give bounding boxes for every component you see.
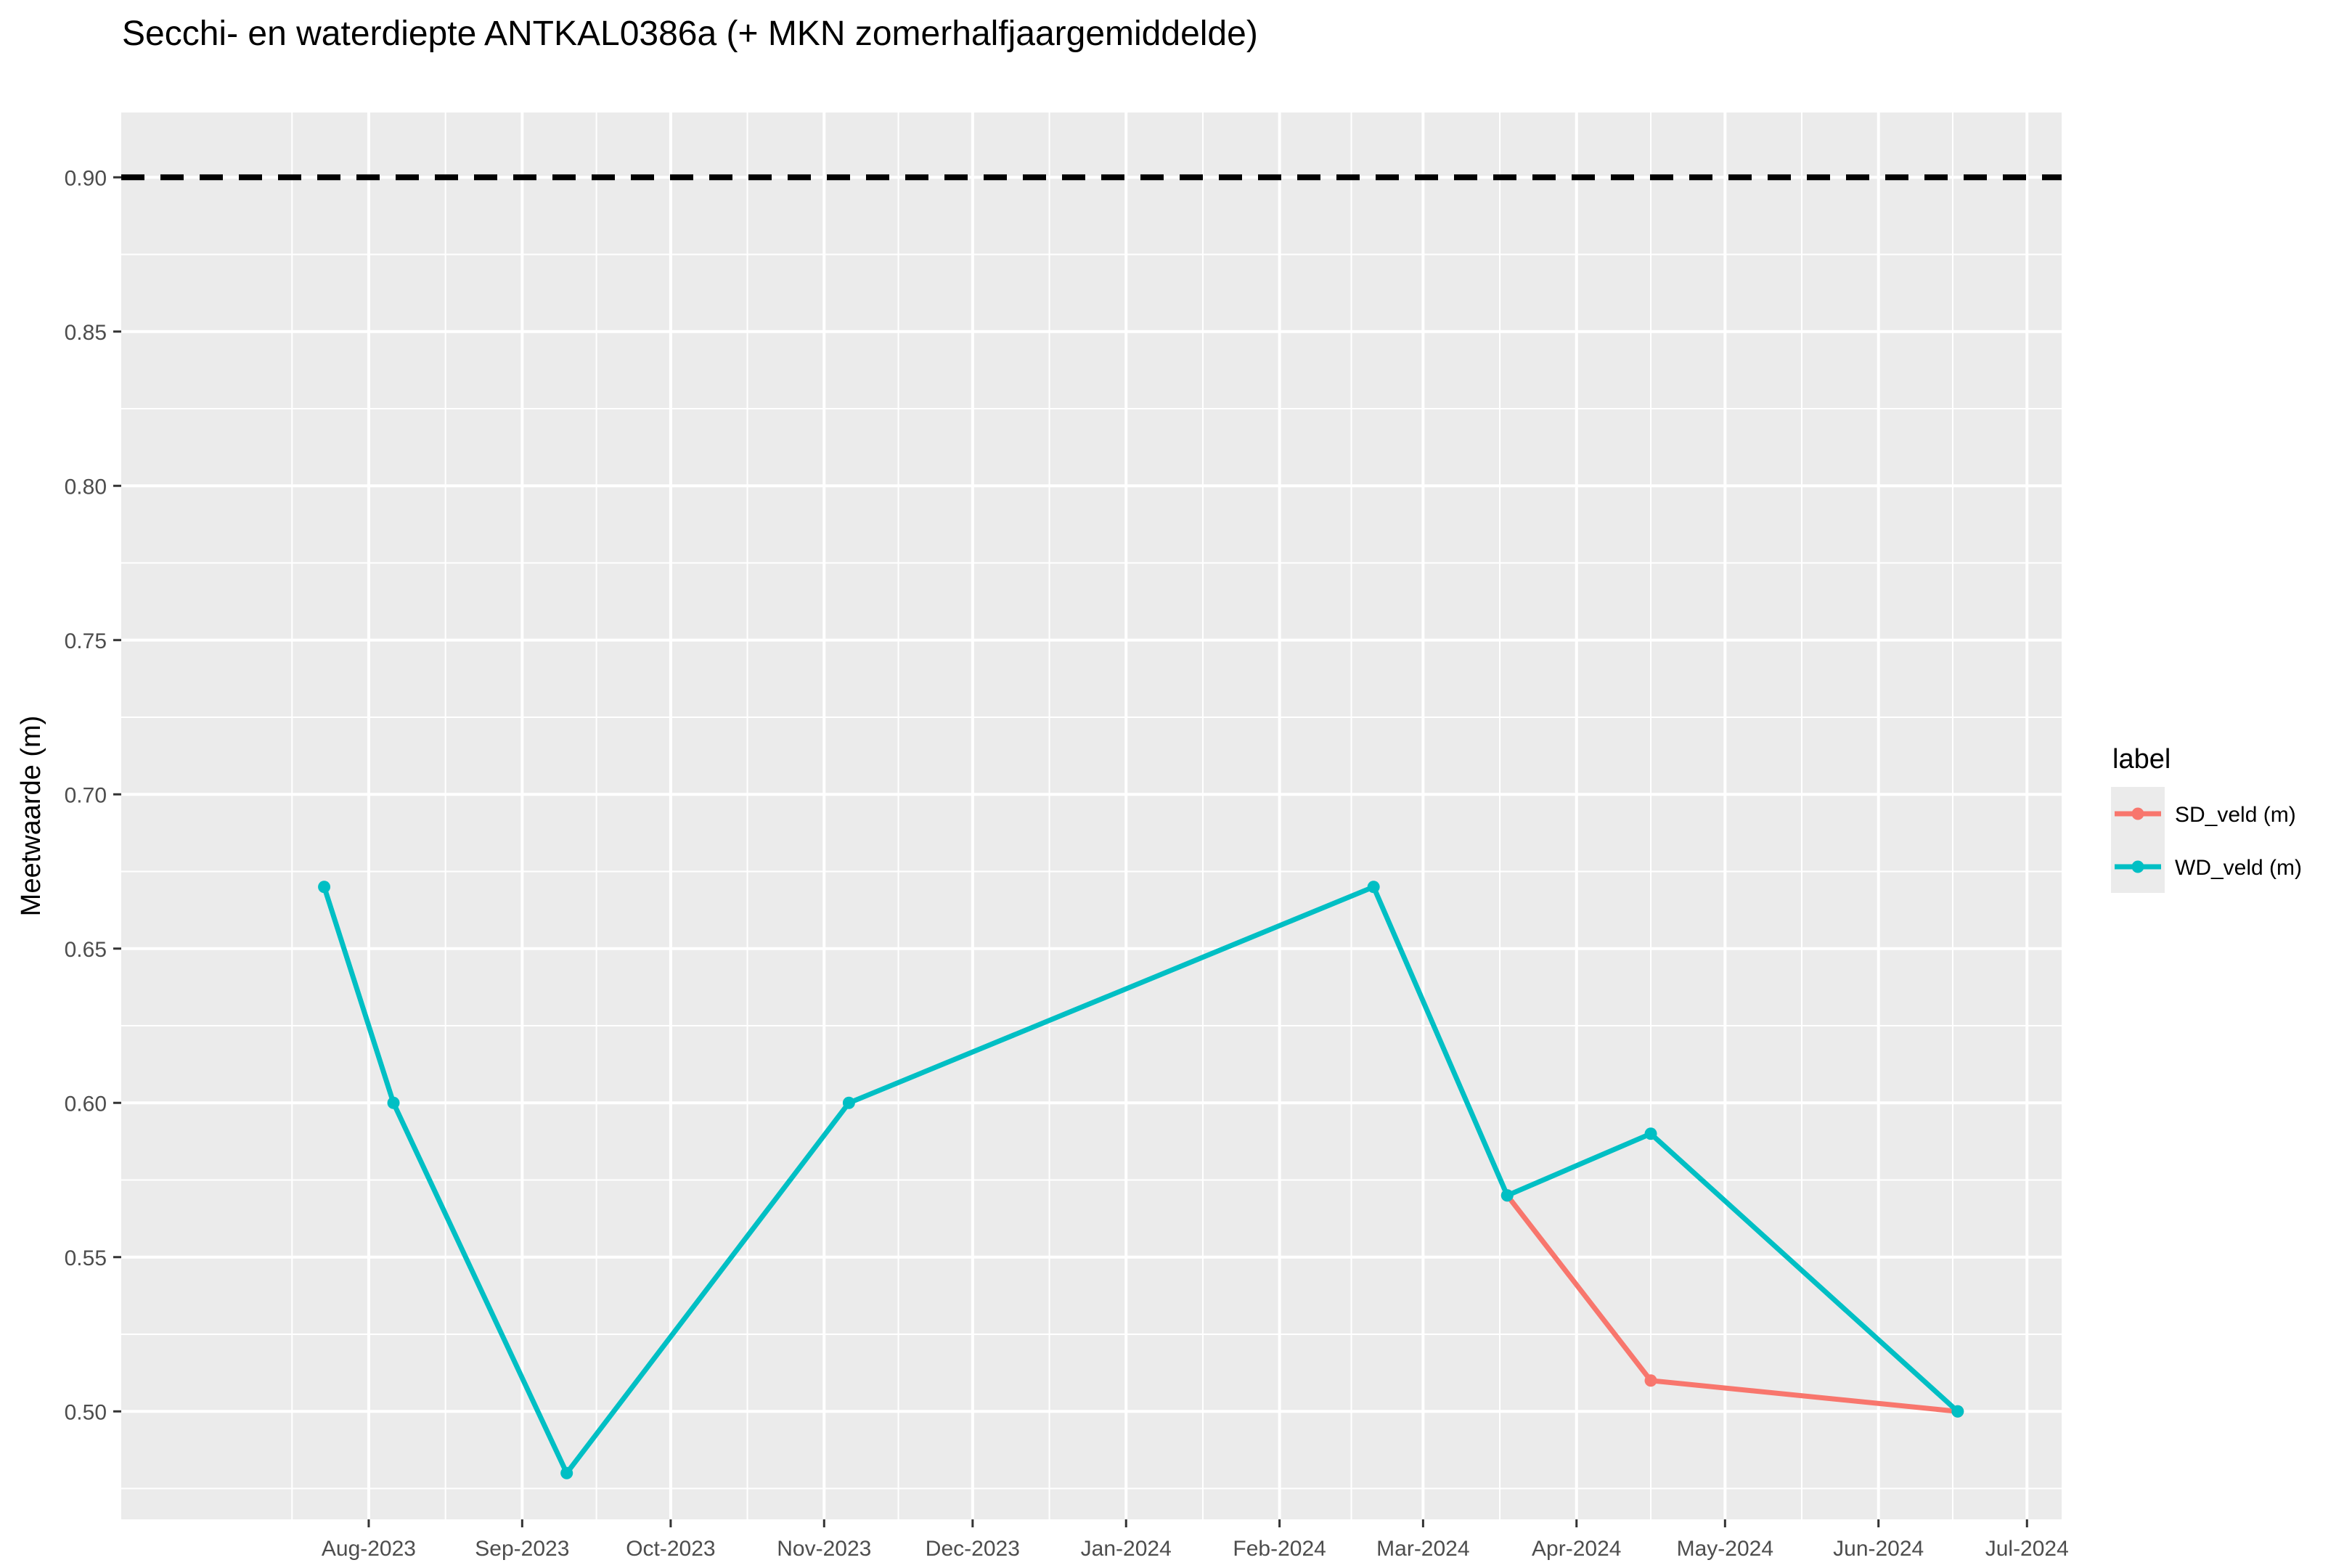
data-point [318, 881, 331, 894]
y-tick-label: 0.55 [65, 1246, 107, 1270]
data-point [1644, 1127, 1657, 1140]
data-point [842, 1096, 855, 1109]
x-tick-label: Jan-2024 [1081, 1537, 1172, 1561]
legend: label SD_veld (m) WD_veld (m) [2111, 744, 2302, 893]
legend-key-background [2111, 787, 2165, 893]
y-tick-label: 0.65 [65, 938, 107, 962]
x-tick-label: Mar-2024 [1376, 1537, 1469, 1561]
series-layer [318, 881, 1964, 1479]
series-line-2 [322, 884, 1960, 1476]
legend-label: WD_veld (m) [2175, 856, 2302, 880]
y-tick-label: 0.60 [65, 1092, 107, 1116]
data-point [560, 1466, 573, 1479]
x-tick-label: Nov-2023 [777, 1537, 871, 1561]
y-axis: 0.50 0.55 0.60 0.65 0.70 0.75 0.80 0.85 0.90 [65, 166, 121, 1424]
y-tick-label: 0.80 [65, 475, 107, 499]
y-axis-title: Meetwaarde (m) [16, 716, 46, 917]
data-point [1367, 881, 1380, 894]
x-tick-label: Feb-2024 [1233, 1537, 1326, 1561]
legend-key-point [2131, 807, 2144, 820]
legend-key-point [2131, 860, 2144, 873]
x-tick-label: Jun-2024 [1833, 1537, 1924, 1561]
x-tick-label: Aug-2023 [322, 1537, 416, 1561]
y-tick-label: 0.85 [65, 321, 107, 345]
data-point [387, 1096, 400, 1109]
plot-panel [121, 113, 2062, 1519]
data-point [1951, 1405, 1964, 1418]
minor-gridlines [121, 113, 2062, 1519]
x-tick-label: Apr-2024 [1532, 1537, 1621, 1561]
data-point [1500, 1189, 1514, 1202]
x-tick-label: May-2024 [1677, 1537, 1773, 1561]
chart-title: Secchi- en waterdiepte ANTKAL0386a (+ MK… [122, 15, 1258, 53]
x-tick-label: Oct-2023 [626, 1537, 715, 1561]
x-axis: Aug-2023 Sep-2023 Oct-2023 Nov-2023 Dec-2023… [322, 1519, 2069, 1561]
y-tick-label: 0.90 [65, 166, 107, 190]
legend-title: label [2112, 744, 2171, 775]
y-tick-label: 0.50 [65, 1400, 107, 1424]
legend-label: SD_veld (m) [2175, 803, 2296, 827]
x-tick-label: Jul-2024 [1985, 1537, 2069, 1561]
x-tick-label: Dec-2023 [926, 1537, 1020, 1561]
y-tick-label: 0.75 [65, 629, 107, 653]
y-tick-label: 0.70 [65, 783, 107, 807]
x-tick-label: Sep-2023 [475, 1537, 569, 1561]
data-point [1644, 1374, 1657, 1387]
